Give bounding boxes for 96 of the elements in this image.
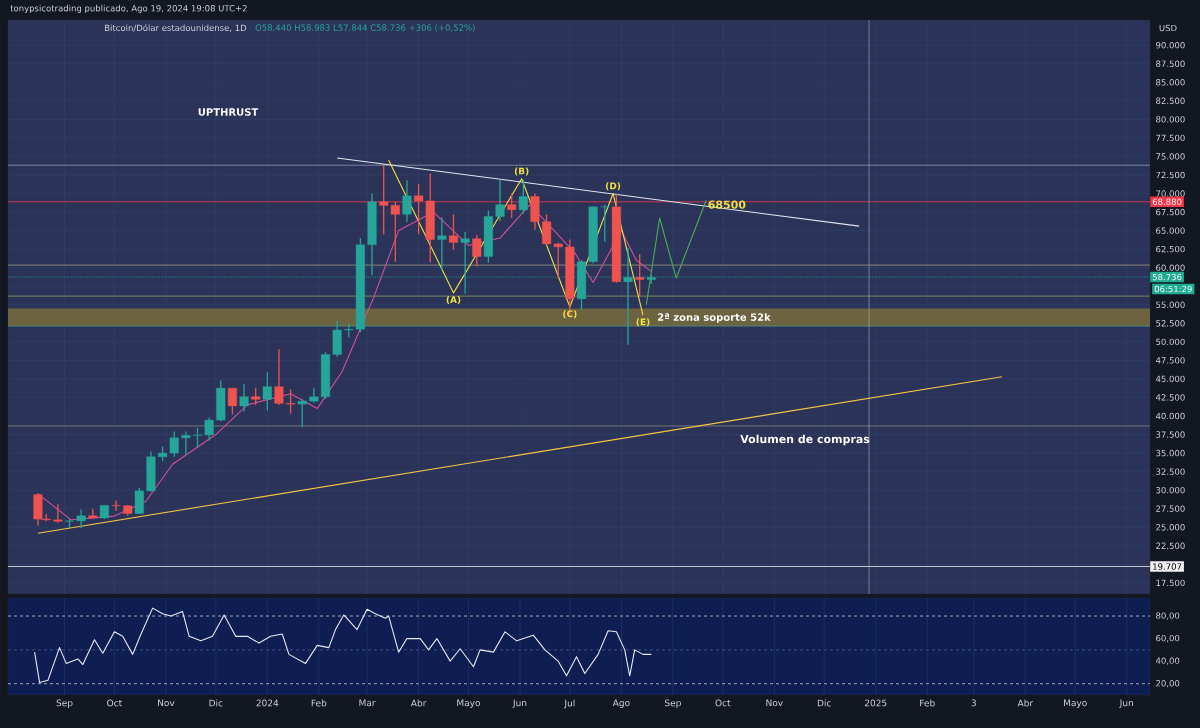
y-tick-label: 72.500 [1156,171,1185,179]
text: 06:51:29 [1154,285,1192,293]
x-tick-label: Dic [817,699,831,707]
annotation: (A) [446,296,461,305]
candlestick [448,213,459,251]
y-tick-label: 85.000 [1156,79,1185,86]
annotation: 68500 [708,200,746,209]
candlestick [192,427,203,449]
y-tick-label: 55.000 [1156,301,1185,308]
x-tick-label: Mayo [457,699,481,708]
candlestick [297,398,307,428]
candlestick [227,387,237,416]
annotation: 2ª zona soporte 52k [657,313,771,323]
annotation: UPTHRUST [198,108,259,116]
y-tick-label: 90.000 [1156,41,1185,49]
x-tick-label: Mayo [1064,699,1087,708]
line-series [34,607,652,684]
annotation: (C) [563,310,577,319]
y-tick-label: 75.000 [1156,153,1185,160]
y-tick-label: 22.500 [1156,542,1185,549]
annotation: (E) [636,318,650,327]
candlestick [239,383,249,413]
x-tick-label: Ago [612,699,630,708]
y-tick-label: 30.000 [1156,486,1185,494]
ref-line-label: 68.880 [1152,198,1182,206]
annotation: (B) [514,167,529,176]
x-tick-label: Feb [311,699,327,707]
y-tick-label: 77.500 [1156,134,1185,142]
candlestick [402,179,412,223]
x-tick-label: Jun [512,699,527,708]
chart-subtitle: O58.440 H58.983 L57.844 C58.736 +306 (+0,52%) [255,24,475,32]
y-tick-label: 40,00 [1155,657,1180,665]
y-tick-label: 67.500 [1156,208,1185,216]
y-axis-title: USD [1159,24,1177,32]
y-tick-label: 62.500 [1156,245,1185,253]
candlestick [309,387,319,404]
x-tick-label: Feb [920,699,935,707]
y-tick-label: 20,00 [1156,680,1180,688]
candlestick [507,192,517,219]
candlestick [274,348,284,406]
y-tick-label: 52.500 [1156,320,1185,327]
x-tick-label: Jul [563,699,575,709]
y-tick-label: 60.000 [1156,264,1185,271]
x-tick-label: 2025 [864,699,887,707]
y-tick-label: 65.000 [1156,227,1185,234]
x-tick-label: Oct [107,699,122,707]
y-tick-label: 27.500 [1156,505,1185,512]
y-tick-label: 47.500 [1155,357,1185,364]
text: tonypsicotrading publicado, Ago 19, 2024 19:08 UTC+2 [10,4,247,14]
y-tick-label: 82.500 [1156,97,1185,105]
x-tick-label: Sep [56,699,73,709]
y-tick-label: 37.500 [1156,431,1185,438]
annotation: (D) [606,182,621,191]
y-tick-label: 25.000 [1156,524,1185,531]
ref-line-label: 19.707 [1153,563,1182,570]
y-tick-label: 35.000 [1156,449,1185,457]
y-tick-label: 40.000 [1155,412,1185,420]
candlestick [472,234,482,267]
candlestick [134,487,144,515]
x-tick-label: Abr [1017,699,1034,707]
x-tick-label: Abr [410,699,427,707]
x-tick-label: Nov [766,699,783,707]
y-tick-label: 17.500 [1156,579,1185,587]
candlestick [437,216,447,271]
candlestick [53,503,63,524]
y-tick-label: 60,00 [1156,634,1180,643]
candlestick [635,253,645,298]
y-tick-label: 45.000 [1155,375,1185,383]
x-tick-label: Mar [359,699,376,707]
candlestick [181,430,191,456]
candlestick [76,508,86,529]
y-tick-label: 70.000 [1156,190,1185,197]
y-tick-label: 80,00 [1156,612,1180,620]
candlestick [262,371,272,412]
x-tick-label: Oct [715,699,731,707]
chart-title: Bitcoin/Dólar estadounidense, 1D [105,24,247,32]
x-tick-label: 3 [971,699,976,707]
candlestick [495,178,505,222]
candlestick [204,416,214,442]
x-tick-label: Dic [209,699,223,707]
y-tick-label: 50.000 [1156,338,1185,346]
candlestick [600,204,610,243]
ref-line-label: 58.736 [1152,273,1182,281]
y-tick-label: 80.000 [1156,116,1185,123]
x-tick-label: 2024 [256,699,279,707]
candlestick [518,178,528,215]
candlestick [111,499,121,512]
y-tick-label: 87.500 [1156,60,1185,67]
x-tick-label: Nov [158,699,175,707]
y-tick-label: 42.500 [1155,394,1185,401]
y-tick-label: 32.500 [1156,468,1185,475]
annotation: Volumen de compras [740,434,870,446]
line-series [645,199,707,306]
x-tick-label: Sep [665,699,681,709]
x-tick-label: Jun [1119,699,1133,708]
candlestick [286,388,296,415]
